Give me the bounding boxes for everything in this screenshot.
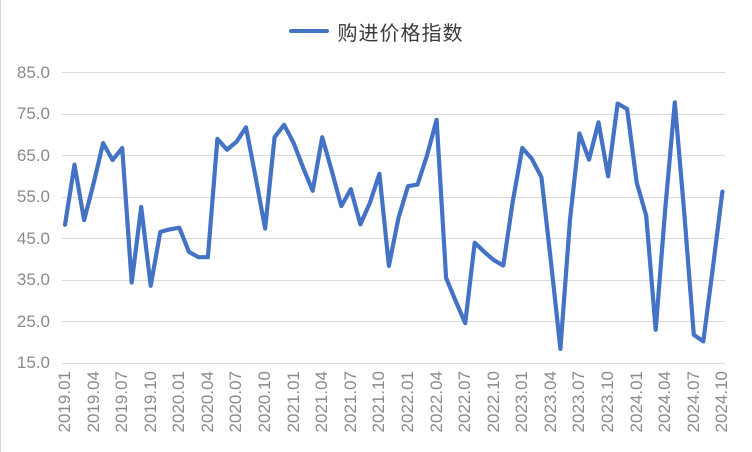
y-axis-label: 35.0: [16, 270, 50, 289]
gridline: [62, 113, 725, 115]
gridline: [62, 155, 725, 156]
gridline: [62, 72, 725, 73]
gridline: [62, 362, 725, 364]
y-axis-label: 55.0: [16, 187, 50, 206]
y-axis-label: 45.0: [16, 228, 50, 248]
y-axis-label: 65.0: [16, 145, 50, 165]
series-line-purchase-price-index: [62, 100, 725, 351]
chart-right-border: [0, 0, 1, 452]
y-axis-label: 25.0: [16, 311, 50, 331]
gridline: [62, 321, 725, 322]
legend-label: 购进价格指数: [337, 22, 464, 45]
legend: 购进价格指数: [0, 18, 752, 45]
legend-line-icon: [288, 29, 329, 33]
gridline: [62, 196, 725, 198]
y-axis-label: 15.0: [16, 353, 50, 372]
y-axis-label: 85.0: [16, 62, 50, 82]
gridline: [62, 279, 725, 281]
y-axis-label: 75.0: [16, 104, 50, 123]
